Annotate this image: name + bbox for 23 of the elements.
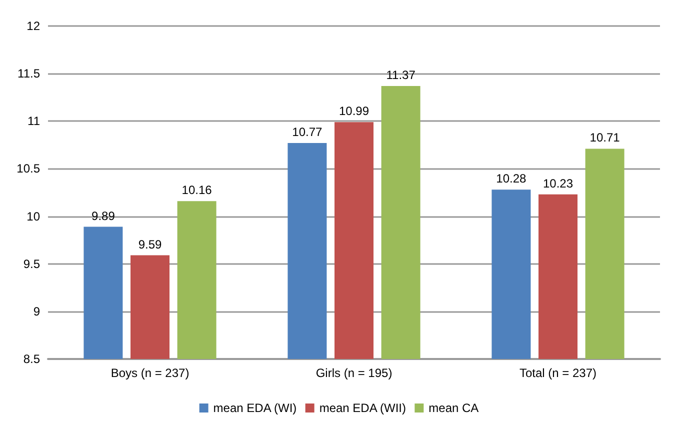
x-tick-label: Total (n = 237) bbox=[519, 366, 597, 380]
data-label: 10.99 bbox=[338, 104, 370, 118]
y-tick-label: 11 bbox=[28, 114, 40, 128]
y-tick-label: 12 bbox=[26, 19, 40, 33]
legend-label: mean EDA (WI) bbox=[213, 401, 297, 415]
data-label: 10.28 bbox=[496, 172, 527, 186]
y-tick-label: 10 bbox=[26, 209, 40, 224]
data-label: 11.37 bbox=[386, 68, 416, 82]
legend-label: mean EDA (WII) bbox=[319, 401, 406, 415]
data-label: 9.89 bbox=[92, 208, 116, 223]
data-label: 10.71 bbox=[590, 130, 620, 145]
y-tick-label: 8.5 bbox=[23, 352, 40, 366]
data-label: 10.77 bbox=[292, 125, 323, 140]
y-tick-label: 9.5 bbox=[23, 256, 40, 271]
data-label: 10.16 bbox=[182, 183, 212, 198]
y-tick-label: 9 bbox=[33, 304, 40, 318]
legend-label: mean CA bbox=[428, 401, 479, 415]
y-tick-label: 10.5 bbox=[16, 162, 40, 176]
y-tick-label: 11.5 bbox=[18, 66, 40, 81]
data-label: 10.23 bbox=[542, 176, 574, 190]
x-tick-label: Girls (n = 195) bbox=[316, 366, 392, 380]
data-label: 9.59 bbox=[138, 237, 162, 252]
x-tick-label: Boys (n = 237) bbox=[110, 366, 190, 380]
